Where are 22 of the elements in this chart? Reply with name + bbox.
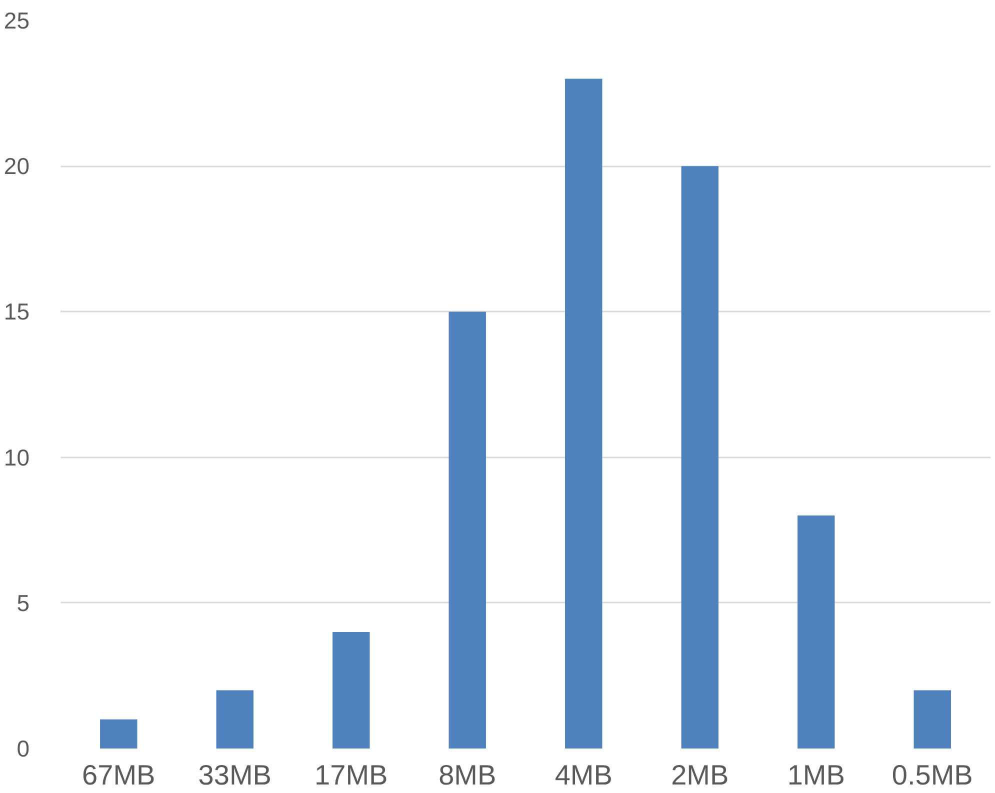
bar [448, 312, 486, 748]
x-tick-label: 67MB [82, 760, 156, 790]
bar [565, 78, 602, 748]
y-tick-label: 10 [4, 444, 30, 470]
y-tick-label: 15 [4, 298, 30, 325]
bar [681, 166, 718, 748]
x-tick-label: 0.5MB [892, 760, 973, 790]
y-tick-label: 5 [16, 590, 30, 616]
y-tick-label: 0 [16, 736, 30, 762]
y-tick-label: 25 [4, 8, 30, 34]
x-tick-label: 1MB [787, 760, 845, 790]
x-tick-label: 33MB [198, 760, 272, 790]
bar [914, 690, 951, 748]
bar [100, 719, 138, 748]
x-tick-label: 17MB [314, 760, 388, 790]
bar [216, 690, 254, 748]
bar [798, 516, 835, 748]
y-tick-label: 20 [4, 153, 30, 180]
x-tick-label: 2MB [671, 760, 729, 790]
x-tick-label: 8MB [438, 760, 496, 790]
bar [332, 632, 370, 748]
x-tick-label: 4MB [554, 760, 612, 790]
